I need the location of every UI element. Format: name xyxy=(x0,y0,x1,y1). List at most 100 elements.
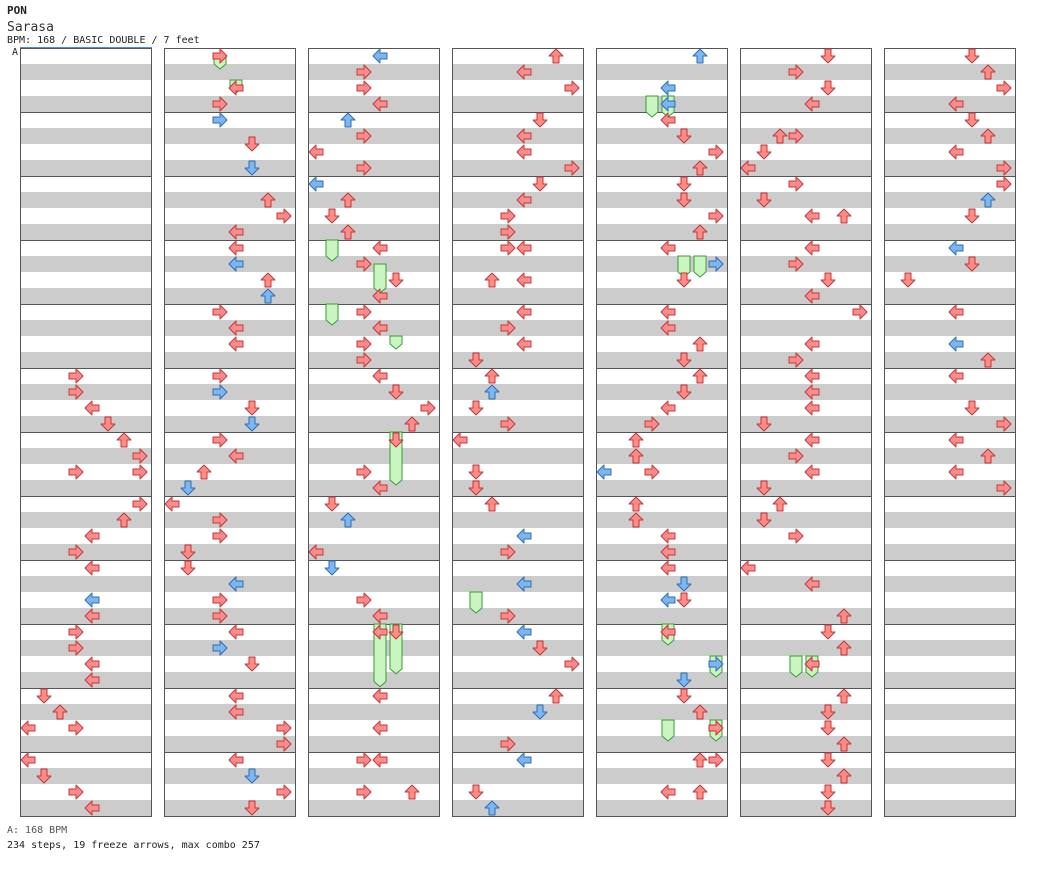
arrow-shape xyxy=(964,208,980,224)
beat-band xyxy=(596,480,728,496)
beat-band xyxy=(452,288,584,304)
arrow-shape xyxy=(660,624,676,640)
step-arrow xyxy=(500,608,516,624)
beat-band xyxy=(164,352,296,368)
step-arrow xyxy=(756,144,772,160)
arrow-shape xyxy=(276,208,292,224)
arrow-shape xyxy=(820,624,836,640)
chart-column xyxy=(740,48,872,817)
step-arrow xyxy=(820,80,836,96)
arrow-shape xyxy=(964,256,980,272)
step-arrow xyxy=(788,448,804,464)
beat-band xyxy=(452,176,584,192)
arrow-shape xyxy=(788,528,804,544)
beat-band xyxy=(740,544,872,560)
arrow-shape xyxy=(36,688,52,704)
beat-band xyxy=(884,288,1016,304)
step-arrow xyxy=(788,176,804,192)
beat-band xyxy=(884,736,1016,752)
beat-band xyxy=(308,544,440,560)
step-arrow xyxy=(36,768,52,784)
beat-band xyxy=(452,48,584,64)
beat-band xyxy=(452,672,584,688)
step-arrow xyxy=(372,608,388,624)
beat-band xyxy=(884,448,1016,464)
beat-band xyxy=(164,304,296,320)
step-arrow xyxy=(820,752,836,768)
step-arrow xyxy=(212,384,228,400)
arrow-shape xyxy=(804,400,820,416)
beat-band xyxy=(452,352,584,368)
beat-band xyxy=(740,144,872,160)
beat-band xyxy=(452,768,584,784)
step-arrow xyxy=(676,176,692,192)
beat-band xyxy=(596,496,728,512)
step-arrow xyxy=(516,144,532,160)
beat-band xyxy=(20,320,152,336)
beat-band xyxy=(452,784,584,800)
arrow-shape xyxy=(244,160,260,176)
step-arrow xyxy=(468,352,484,368)
step-arrow xyxy=(356,64,372,80)
step-arrow xyxy=(708,656,724,672)
arrow-shape xyxy=(404,416,420,432)
step-arrow xyxy=(836,640,852,656)
step-arrow xyxy=(788,352,804,368)
beat-band xyxy=(20,64,152,80)
beat-band xyxy=(884,384,1016,400)
step-arrow xyxy=(996,160,1012,176)
beat-band xyxy=(20,448,152,464)
beat-band xyxy=(20,464,152,480)
step-arrow xyxy=(692,368,708,384)
arrow-shape xyxy=(68,784,84,800)
arrow-shape xyxy=(820,272,836,288)
step-arrow xyxy=(964,208,980,224)
beat-band xyxy=(452,320,584,336)
beat-band xyxy=(452,640,584,656)
arrow-shape xyxy=(228,448,244,464)
beat-band xyxy=(20,272,152,288)
arrow-shape xyxy=(804,208,820,224)
step-arrow xyxy=(356,80,372,96)
arrow-shape xyxy=(980,352,996,368)
step-arrow xyxy=(948,368,964,384)
arrow-shape xyxy=(468,480,484,496)
beat-band xyxy=(308,496,440,512)
step-arrow xyxy=(180,544,196,560)
step-arrow xyxy=(164,496,180,512)
beat-band xyxy=(740,272,872,288)
arrow-shape xyxy=(260,288,276,304)
arrow-shape xyxy=(388,624,404,640)
freeze-arrow xyxy=(789,655,803,678)
arrow-shape xyxy=(676,272,692,288)
beat-band xyxy=(20,192,152,208)
arrow-shape xyxy=(308,144,324,160)
arrow-shape xyxy=(372,720,388,736)
arrow-shape xyxy=(692,160,708,176)
beat-band xyxy=(452,656,584,672)
step-arrow xyxy=(628,448,644,464)
arrow-shape xyxy=(804,432,820,448)
step-arrow xyxy=(996,80,1012,96)
arrow-shape xyxy=(788,64,804,80)
beat-band xyxy=(452,512,584,528)
beat-band xyxy=(164,192,296,208)
beat-band xyxy=(740,448,872,464)
beat-band xyxy=(740,784,872,800)
beat-band xyxy=(452,208,584,224)
step-arrow xyxy=(516,336,532,352)
beat-band xyxy=(20,480,152,496)
beat-band xyxy=(20,736,152,752)
beat-band xyxy=(308,416,440,432)
arrow-shape xyxy=(836,208,852,224)
beat-band xyxy=(164,112,296,128)
arrow-shape xyxy=(740,160,756,176)
step-arrow xyxy=(804,288,820,304)
beat-band xyxy=(164,128,296,144)
arrow-shape xyxy=(244,768,260,784)
arrow-shape xyxy=(676,176,692,192)
arrow-shape xyxy=(676,576,692,592)
step-arrow xyxy=(244,160,260,176)
step-arrow xyxy=(948,336,964,352)
beat-band xyxy=(884,688,1016,704)
